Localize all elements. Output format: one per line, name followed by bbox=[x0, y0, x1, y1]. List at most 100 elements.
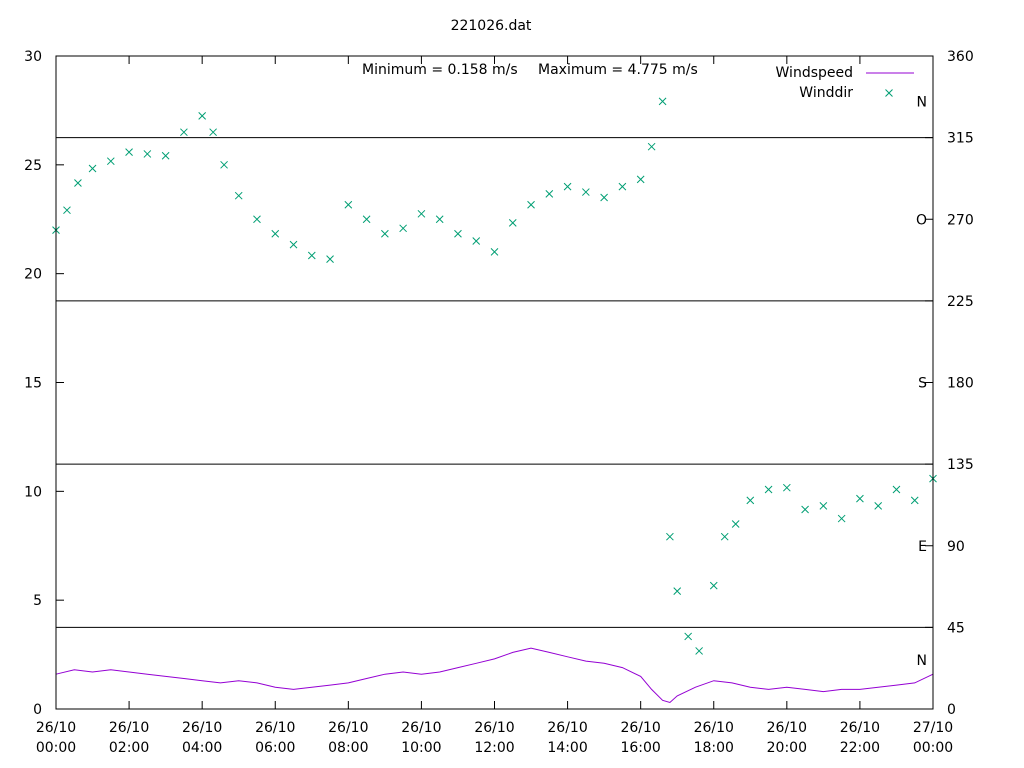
y-right-tick-label: 360 bbox=[947, 49, 974, 65]
y-left-tick-label: 20 bbox=[24, 267, 42, 283]
x-tick-time: 18:00 bbox=[694, 740, 734, 756]
winddir-point bbox=[684, 632, 693, 641]
winddir-point bbox=[600, 193, 608, 202]
x-tick-time: 08:00 bbox=[328, 740, 368, 756]
x-tick-date: 26/10 bbox=[694, 720, 734, 736]
winddir-point bbox=[746, 496, 755, 505]
y-left-tick-label: 15 bbox=[24, 376, 42, 392]
x-tick-time: 00:00 bbox=[913, 740, 953, 756]
winddir-point bbox=[910, 496, 919, 505]
x-tick-time: 04:00 bbox=[182, 740, 222, 756]
compass-label: N bbox=[917, 653, 927, 669]
winddir-point bbox=[344, 200, 353, 209]
x-tick-date: 27/10 bbox=[913, 720, 953, 736]
winddir-point bbox=[874, 501, 883, 510]
x-tick-time: 16:00 bbox=[620, 740, 660, 756]
winddir-point bbox=[490, 248, 499, 256]
winddir-point bbox=[801, 505, 809, 514]
series-winddir bbox=[52, 97, 937, 655]
winddir-point bbox=[362, 215, 371, 224]
x-tick-time: 02:00 bbox=[109, 740, 149, 756]
y-right-tick-label: 180 bbox=[947, 376, 974, 392]
legend-winddir-label: Winddir bbox=[799, 85, 853, 101]
winddir-point bbox=[381, 229, 389, 238]
winddir-point bbox=[819, 501, 828, 510]
axes bbox=[55, 55, 934, 710]
tick-labels: 0 5 10 15 20 25 30 0 45 90 135 180 225 270 315 360 26/10… bbox=[24, 49, 974, 756]
winddir-point bbox=[837, 514, 846, 523]
windspeed-line bbox=[55, 647, 934, 704]
x-tick-date: 26/10 bbox=[36, 720, 76, 736]
x-tick-date: 26/10 bbox=[547, 720, 587, 736]
compass-label: N bbox=[917, 94, 927, 110]
reference-lines bbox=[56, 137, 933, 628]
winddir-point bbox=[180, 128, 188, 137]
winddir-point bbox=[454, 229, 462, 238]
y-left-tick-label: 25 bbox=[24, 158, 42, 174]
x-tick-time: 14:00 bbox=[547, 740, 587, 756]
minimum-annotation: Minimum = 0.158 m/s bbox=[362, 62, 518, 78]
legend: Windspeed Winddir bbox=[776, 65, 914, 101]
y-right-tick-label: 225 bbox=[947, 294, 974, 310]
y-left-tick-label: 30 bbox=[24, 49, 42, 65]
x-tick-date: 26/10 bbox=[620, 720, 660, 736]
winddir-point bbox=[856, 494, 864, 503]
legend-winddir-swatch bbox=[885, 89, 893, 97]
x-tick-date: 26/10 bbox=[182, 720, 222, 736]
winddir-point bbox=[63, 206, 71, 215]
maximum-annotation: Maximum = 4.775 m/s bbox=[538, 62, 698, 78]
winddir-point bbox=[673, 587, 682, 595]
winddir-point bbox=[695, 647, 703, 655]
winddir-point bbox=[289, 240, 298, 249]
legend-windspeed-label: Windspeed bbox=[776, 65, 853, 81]
winddir-point bbox=[709, 581, 718, 590]
winddir-point bbox=[720, 532, 729, 541]
y-left-tick-label: 5 bbox=[33, 593, 42, 609]
y-right-tick-label: 45 bbox=[947, 620, 965, 636]
x-tick-date: 26/10 bbox=[767, 720, 807, 736]
winddir-point bbox=[125, 148, 133, 156]
x-tick-date: 26/10 bbox=[109, 720, 149, 736]
winddir-point bbox=[731, 520, 740, 528]
winddir-point bbox=[582, 188, 590, 196]
x-tick-time: 10:00 bbox=[401, 740, 441, 756]
winddir-point bbox=[647, 142, 656, 151]
winddir-point bbox=[399, 224, 407, 233]
winddir-point bbox=[88, 164, 97, 173]
winddir-point bbox=[472, 237, 481, 245]
compass-label: S bbox=[918, 376, 927, 392]
series-layer bbox=[52, 97, 937, 704]
winddir-point bbox=[271, 229, 280, 238]
winddir-point bbox=[106, 157, 115, 166]
winddir-point bbox=[74, 179, 82, 187]
x-tick-time: 20:00 bbox=[767, 740, 807, 756]
winddir-point bbox=[658, 97, 667, 106]
plot-background bbox=[56, 56, 933, 709]
x-tick-date: 26/10 bbox=[328, 720, 368, 736]
y-left-tick-label: 10 bbox=[24, 484, 42, 500]
winddir-point bbox=[143, 150, 152, 158]
winddir-point bbox=[563, 182, 572, 191]
compass-label: O bbox=[916, 212, 927, 228]
y-right-tick-label: 270 bbox=[947, 212, 974, 228]
winddir-point bbox=[209, 128, 217, 137]
x-tick-date: 26/10 bbox=[474, 720, 514, 736]
winddir-point bbox=[508, 219, 517, 227]
x-tick-time: 12:00 bbox=[474, 740, 514, 756]
winddir-point bbox=[220, 160, 228, 169]
x-tick-date: 26/10 bbox=[401, 720, 441, 736]
winddir-point bbox=[435, 215, 444, 224]
winddir-point bbox=[892, 485, 901, 494]
winddir-point bbox=[234, 191, 243, 200]
winddir-point bbox=[527, 200, 535, 209]
x-tick-date: 26/10 bbox=[255, 720, 295, 736]
x-tick-time: 22:00 bbox=[840, 740, 880, 756]
y-right-tick-label: 315 bbox=[947, 131, 974, 147]
compass-labels: N E S O N bbox=[916, 94, 927, 669]
winddir-point bbox=[161, 151, 170, 160]
y-right-tick-label: 135 bbox=[947, 457, 974, 473]
x-tick-date: 26/10 bbox=[840, 720, 880, 736]
winddir-point bbox=[253, 215, 261, 224]
winddir-point bbox=[545, 190, 554, 198]
